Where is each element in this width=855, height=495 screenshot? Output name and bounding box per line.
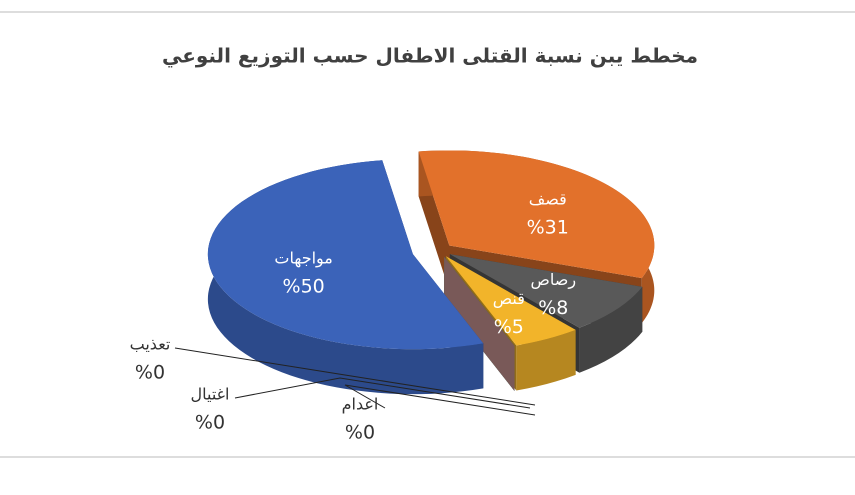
leader-line (174, 347, 536, 406)
slice-category: اعدام (342, 395, 379, 414)
slice-value-label: %5 (494, 316, 524, 338)
chart-title: مخطط يبن نسبة القتلى الاطفال حسب التوزيع… (162, 44, 698, 69)
slice-side (516, 329, 576, 391)
slice-side (579, 286, 643, 373)
slice-value-label: %31 (527, 217, 569, 239)
slice (418, 150, 655, 279)
slice-category: اغتيال (191, 385, 230, 404)
slice-value-label: %0 (195, 412, 225, 434)
leader-line (344, 384, 536, 416)
slice-value-label: %50 (283, 276, 325, 298)
slice-value-label: %0 (135, 362, 165, 384)
pie-tops (207, 150, 655, 350)
slice (449, 254, 643, 328)
slice-category: قصف (529, 190, 567, 209)
slice-category: رصاص (531, 270, 577, 290)
labels: قصف %31 رصاص %8 قنص %5 اعدام %0 اغتيال %0 تعذيب %0 م… (130, 190, 576, 444)
slice (445, 256, 576, 346)
slice-category: مواجهات (274, 249, 332, 269)
leader-line (234, 377, 531, 409)
slice (207, 160, 484, 350)
slice-value-label: %0 (345, 422, 375, 444)
slice-wall (444, 256, 515, 391)
slice-category: تعذيب (130, 335, 171, 354)
slice-category: قنص (493, 289, 525, 309)
slice-value-label: %8 (538, 297, 568, 319)
